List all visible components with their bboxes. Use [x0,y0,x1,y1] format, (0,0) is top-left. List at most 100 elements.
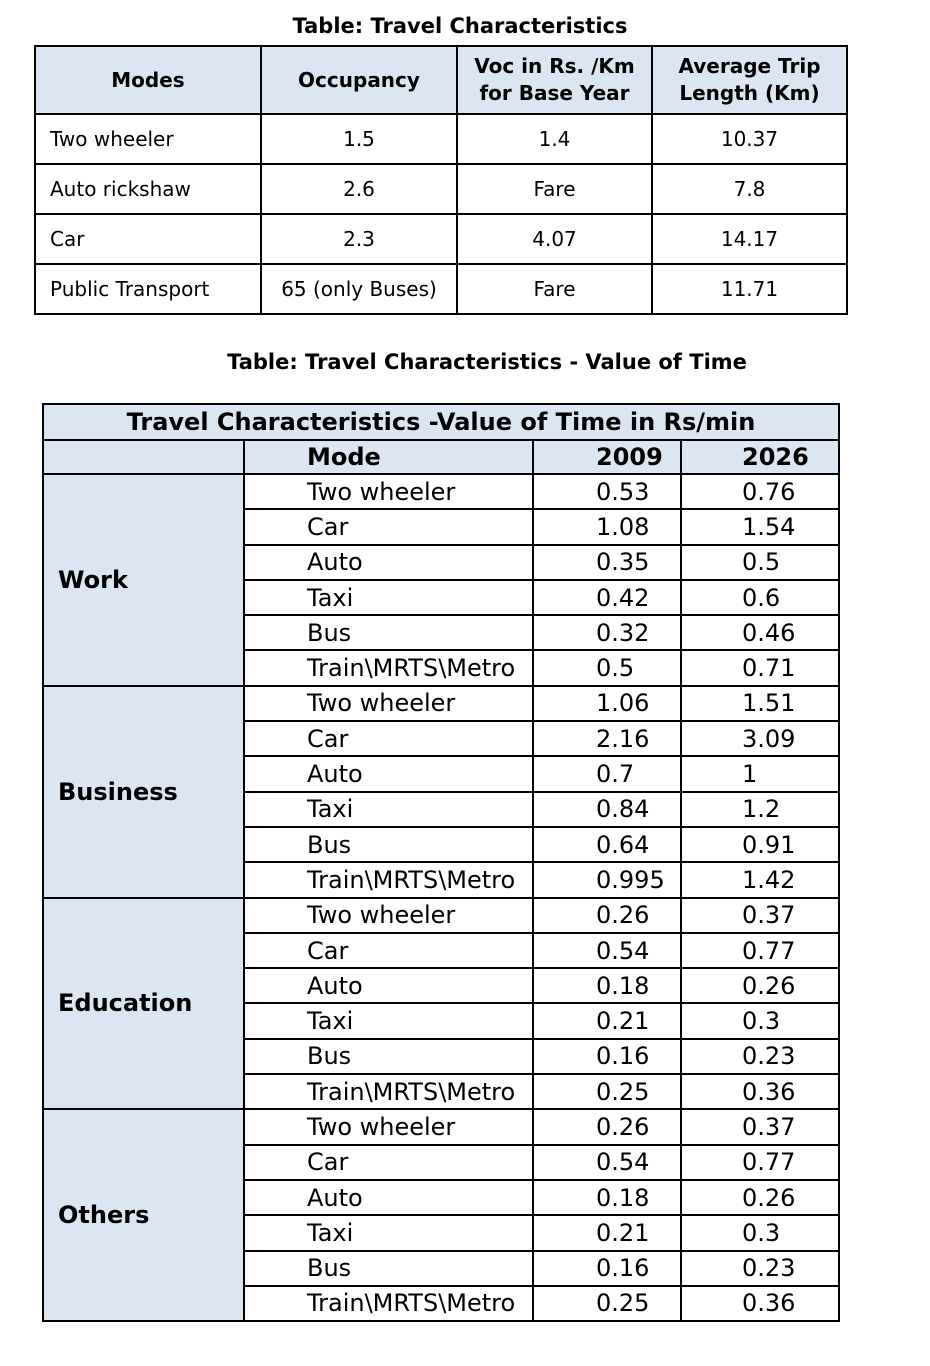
table-row: Train\MRTS\Metro 0.5 0.71 [43,649,840,687]
value-2026-cell: 0.77 [680,1143,840,1181]
value-2026-cell: 0.77 [680,931,840,970]
mode-cell: Taxi [243,578,534,617]
value-2026-cell: 0.23 [680,1037,840,1076]
table-row: Train\MRTS\Metro 0.25 0.36 [43,1073,840,1111]
mode-cell: Taxi [243,1214,534,1252]
header-avg-trip-length: Average Trip Length (Km) [651,45,848,115]
mode-cell: Public Transport [34,263,262,315]
trip-length-cell: 14.17 [651,213,848,265]
mode-cell: Car [243,720,534,758]
table-row: Car 2.3 4.07 14.17 [34,213,848,265]
table1-caption: Table: Travel Characteristics [292,14,628,38]
value-2026-cell: 1.42 [680,861,840,899]
value-2009-cell: 0.16 [532,1037,682,1076]
table-row: Taxi 0.21 0.3 [43,1214,840,1252]
trip-length-cell: 11.71 [651,263,848,315]
mode-cell: Train\MRTS\Metro [243,1284,534,1323]
value-2009-cell: 0.35 [532,543,682,581]
value-2009-cell: 1.06 [532,684,682,723]
table2-title-row: Travel Characteristics -Value of Time in… [42,403,840,441]
header-voc: Voc in Rs. /Km for Base Year [456,45,653,115]
table-row: Bus 0.16 0.23 [43,1037,840,1076]
value-2009-cell: 0.26 [532,896,682,934]
value-2009-cell: 0.26 [532,1108,682,1146]
table-row: Auto 0.18 0.26 [43,967,840,1005]
value-2009-cell: 0.54 [532,1143,682,1181]
mode-cell: Two wheeler [34,113,262,165]
travel-characteristics-table: Modes Occupancy Voc in Rs. /Km for Base … [34,45,848,315]
occupancy-cell: 65 (only Buses) [260,263,458,315]
mode-cell: Train\MRTS\Metro [243,861,534,899]
voc-cell: 1.4 [456,113,653,165]
value-2026-cell: 0.6 [680,578,840,617]
value-2026-cell: 3.09 [680,720,840,758]
mode-cell: Car [243,931,534,970]
mode-cell: Car [243,1143,534,1181]
mode-cell: Train\MRTS\Metro [243,649,534,687]
value-2026-cell: 0.26 [680,967,840,1005]
trip-length-cell: 10.37 [651,113,848,165]
value-2026-cell: 0.76 [680,472,840,511]
value-2009-cell: 0.84 [532,790,682,828]
value-2026-cell: 0.71 [680,649,840,687]
mode-cell: Taxi [243,790,534,828]
table2-title: Travel Characteristics -Value of Time in… [42,403,840,441]
table-row: Train\MRTS\Metro 0.25 0.36 [43,1284,840,1323]
purpose-cell: Business [42,684,245,899]
value-2026-cell: 0.5 [680,543,840,581]
mode-cell: Bus [243,825,534,864]
value-2009-cell: 0.7 [532,755,682,793]
value-2026-cell: 0.36 [680,1284,840,1323]
value-2026-cell: 0.3 [680,1214,840,1252]
table-row: Auto rickshaw 2.6 Fare 7.8 [34,163,848,215]
table-row: Train\MRTS\Metro 0.995 1.42 [43,861,840,899]
table-row: Car 0.54 0.77 [43,1143,840,1181]
table-row: Bus 0.16 0.23 [43,1249,840,1287]
voc-cell: Fare [456,263,653,315]
table-row: Auto 0.7 1 [43,755,840,793]
value-2009-cell: 1.08 [532,508,682,546]
mode-cell: Car [34,213,262,265]
value-2026-cell: 0.37 [680,896,840,934]
voc-cell: 4.07 [456,213,653,265]
table-row: Two wheeler 1.5 1.4 10.37 [34,113,848,165]
value-2026-cell: 0.36 [680,1073,840,1111]
table-row: Auto 0.35 0.5 [43,543,840,581]
trip-length-cell: 7.8 [651,163,848,215]
table2-caption: Table: Travel Characteristics - Value of… [227,350,747,374]
occupancy-cell: 1.5 [260,113,458,165]
value-2009-cell: 0.25 [532,1073,682,1111]
value-2009-cell: 0.18 [532,1178,682,1217]
voc-cell: Fare [456,163,653,215]
header-mode: Mode [243,439,534,475]
value-2026-cell: 1.2 [680,790,840,828]
purpose-cell: Others [42,1108,245,1323]
value-2026-cell: 0.46 [680,614,840,652]
mode-cell: Auto [243,967,534,1005]
table-row: Business Two wheeler 1.06 1.51 [42,684,840,899]
value-2009-cell: 0.54 [532,931,682,970]
table-row: Education Two wheeler 0.26 0.37 [42,896,840,1111]
value-2009-cell: 0.42 [532,578,682,617]
table-row: Public Transport 65 (only Buses) Fare 11.71 [34,263,848,315]
mode-cell: Two wheeler [243,472,534,511]
value-2009-cell: 0.64 [532,825,682,864]
table-row: Car 0.54 0.77 [43,931,840,970]
value-2009-cell: 0.21 [532,1214,682,1252]
table-row: Car 1.08 1.54 [43,508,840,546]
mode-cell: Auto [243,543,534,581]
value-2026-cell: 0.3 [680,1002,840,1040]
occupancy-cell: 2.3 [260,213,458,265]
value-2026-cell: 0.37 [680,1108,840,1146]
purpose-cell: Education [42,896,245,1111]
header-modes: Modes [34,45,262,115]
mode-cell: Train\MRTS\Metro [243,1073,534,1111]
mode-cell: Bus [243,614,534,652]
value-2009-cell: 0.16 [532,1249,682,1287]
value-2009-cell: 0.32 [532,614,682,652]
mode-cell: Bus [243,1249,534,1287]
value-2026-cell: 0.23 [680,1249,840,1287]
value-2026-cell: 1 [680,755,840,793]
header-2009: 2009 [532,439,682,475]
mode-cell: Two wheeler [243,1108,534,1146]
